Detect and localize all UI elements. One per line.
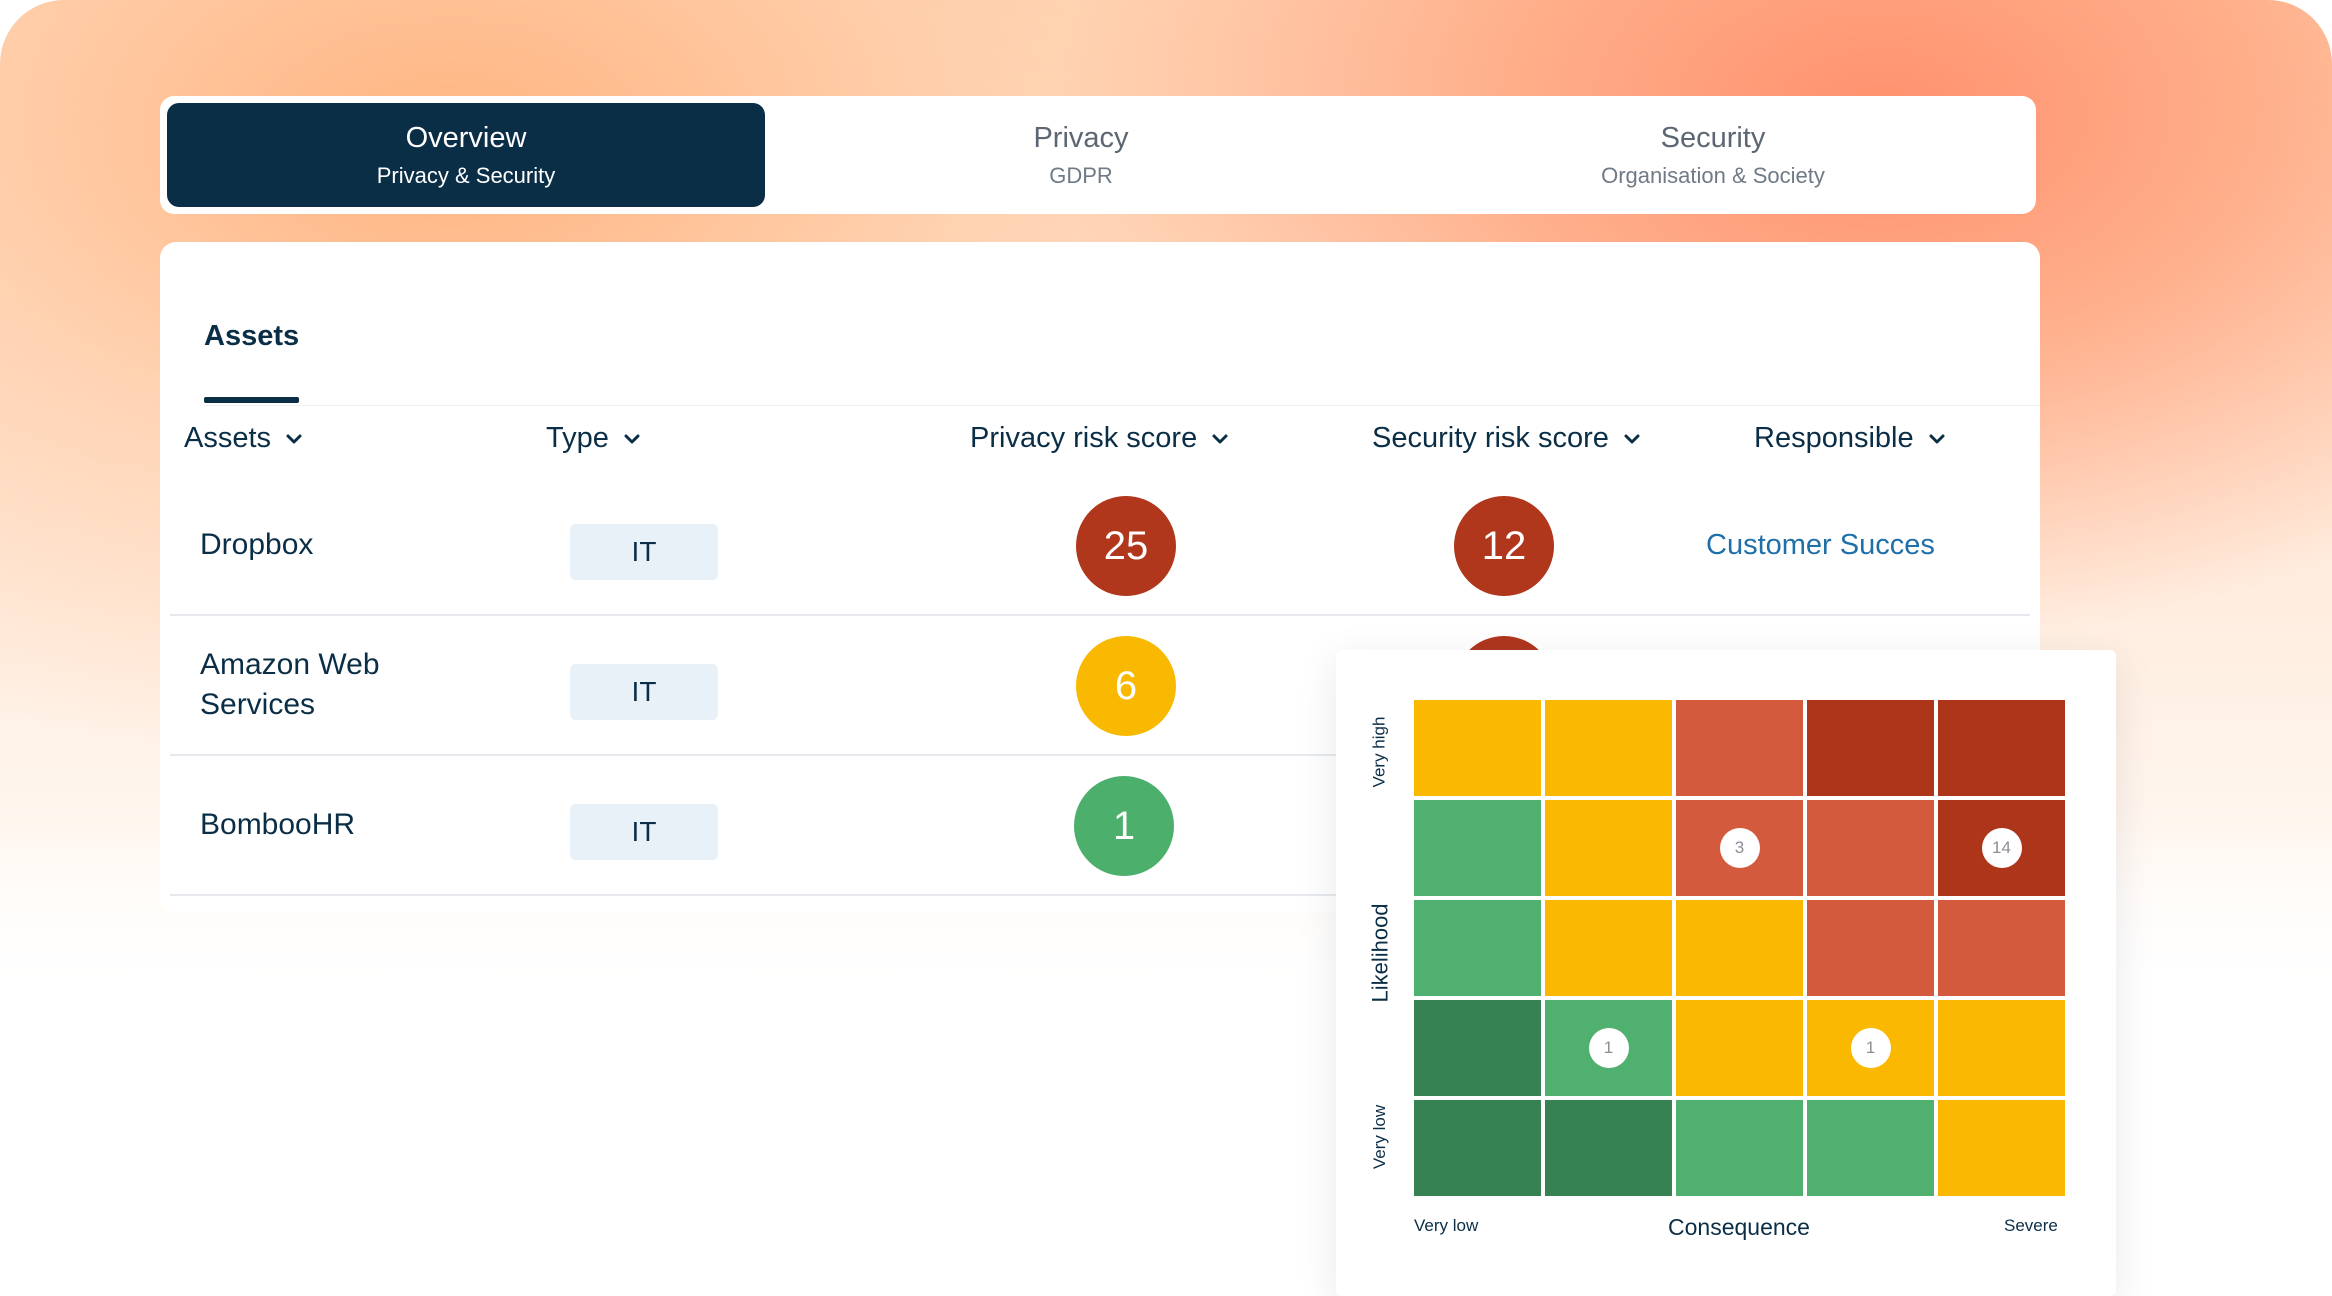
risk-matrix-cell[interactable] (1414, 1100, 1541, 1196)
column-header-security-risk-score[interactable]: Security risk score (1372, 422, 1641, 455)
active-tab-indicator (204, 397, 299, 403)
tab-assets[interactable]: Assets (204, 320, 300, 352)
tab-title: Privacy (1033, 121, 1129, 154)
table-row[interactable]: Dropbox IT 25 12 Customer Succes (170, 476, 2030, 616)
risk-matrix-cell[interactable] (1545, 1100, 1672, 1196)
tab-subtitle: Privacy & Security (376, 162, 556, 188)
type-badge: IT (570, 524, 718, 580)
column-header-label: Responsible (1754, 422, 1914, 454)
asset-name: Dropbox (200, 528, 314, 561)
responsible-link[interactable]: Customer Succes (1706, 528, 1935, 561)
risk-matrix-cell[interactable] (1414, 1000, 1541, 1096)
column-header-type[interactable]: Type (546, 422, 641, 455)
y-axis-high-label: Very high (1369, 716, 1389, 788)
y-axis-title: Likelihood (1367, 903, 1393, 1003)
privacy-score-badge: 6 (1076, 636, 1176, 736)
risk-matrix-cell[interactable] (1414, 900, 1541, 996)
risk-matrix-cell[interactable] (1414, 700, 1541, 796)
risk-matrix-cell[interactable]: 3 (1676, 800, 1803, 896)
risk-matrix-cell[interactable] (1545, 700, 1672, 796)
risk-matrix-cell[interactable] (1676, 1000, 1803, 1096)
privacy-score-badge: 25 (1076, 496, 1176, 596)
risk-matrix-cell[interactable] (1414, 800, 1541, 896)
chevron-down-icon (1212, 434, 1228, 443)
risk-matrix-cell[interactable] (1938, 700, 2065, 796)
tab-subtitle: GDPR (1049, 162, 1113, 188)
type-badge: IT (570, 804, 718, 860)
tab-title: Overview (405, 121, 527, 154)
tab-title: Security (1660, 121, 1766, 154)
column-header-responsible[interactable]: Responsible (1754, 422, 1946, 455)
type-badge: IT (570, 664, 718, 720)
chevron-down-icon (286, 434, 302, 443)
asset-count-badge: 14 (1981, 828, 2022, 868)
asset-count-badge: 1 (1850, 1028, 1891, 1068)
x-axis-low-label: Very low (1414, 1216, 1479, 1235)
privacy-score-badge: 1 (1074, 776, 1174, 876)
x-axis-high-label: Severe (2004, 1216, 2058, 1235)
tab-privacy[interactable]: Privacy GDPR (765, 103, 1397, 207)
x-axis-title: Consequence (1668, 1214, 1810, 1240)
risk-matrix-cell[interactable] (1676, 1100, 1803, 1196)
risk-matrix-cell[interactable] (1938, 1100, 2065, 1196)
risk-matrix-cell[interactable]: 1 (1807, 1000, 1934, 1096)
risk-matrix-panel: Very high Likelihood Very low 3 14 1 1 Very… (1336, 650, 2116, 1296)
column-header-label: Assets (184, 422, 272, 454)
risk-matrix-cell[interactable] (1545, 800, 1672, 896)
security-score-badge: 12 (1454, 496, 1554, 596)
section-tab-bar: Overview Privacy & Security Privacy GDPR… (160, 96, 2036, 214)
asset-name: Amazon Web Services (200, 648, 380, 721)
asset-count-badge: 3 (1719, 828, 1760, 868)
column-header-assets[interactable]: Assets (184, 422, 303, 455)
risk-matrix-cell[interactable] (1807, 800, 1934, 896)
risk-matrix-cell[interactable] (1545, 900, 1672, 996)
column-header-label: Type (546, 422, 609, 454)
risk-matrix-grid: 3 14 1 1 (1414, 700, 2065, 1196)
column-header-label: Privacy risk score (970, 422, 1198, 454)
tab-overview[interactable]: Overview Privacy & Security (167, 103, 765, 207)
chevron-down-icon (1929, 434, 1945, 443)
risk-matrix-cell[interactable]: 14 (1938, 800, 2065, 896)
risk-matrix-cell[interactable] (1676, 700, 1803, 796)
risk-matrix-cell[interactable]: 1 (1545, 1000, 1672, 1096)
risk-matrix-cell[interactable] (1807, 700, 1934, 796)
divider (204, 405, 2040, 406)
table-row[interactable]: BombooHR IT 1 (170, 756, 2030, 896)
column-header-label: Security risk score (1372, 422, 1609, 454)
asset-name: BombooHR (200, 808, 356, 841)
risk-matrix-cell[interactable] (1938, 1000, 2065, 1096)
asset-count-badge: 1 (1588, 1028, 1629, 1068)
tab-subtitle: Organisation & Society (1601, 162, 1825, 188)
y-axis-low-label: Very low (1370, 1104, 1390, 1170)
tab-security[interactable]: Security Organisation & Society (1397, 103, 2029, 207)
chevron-down-icon (1624, 434, 1640, 443)
risk-matrix-cell[interactable] (1807, 1100, 1934, 1196)
risk-matrix-cell[interactable] (1938, 900, 2065, 996)
risk-matrix-cell[interactable] (1807, 900, 1934, 996)
column-header-privacy-risk-score[interactable]: Privacy risk score (970, 422, 1229, 455)
chevron-down-icon (624, 434, 640, 443)
risk-matrix-cell[interactable] (1676, 900, 1803, 996)
